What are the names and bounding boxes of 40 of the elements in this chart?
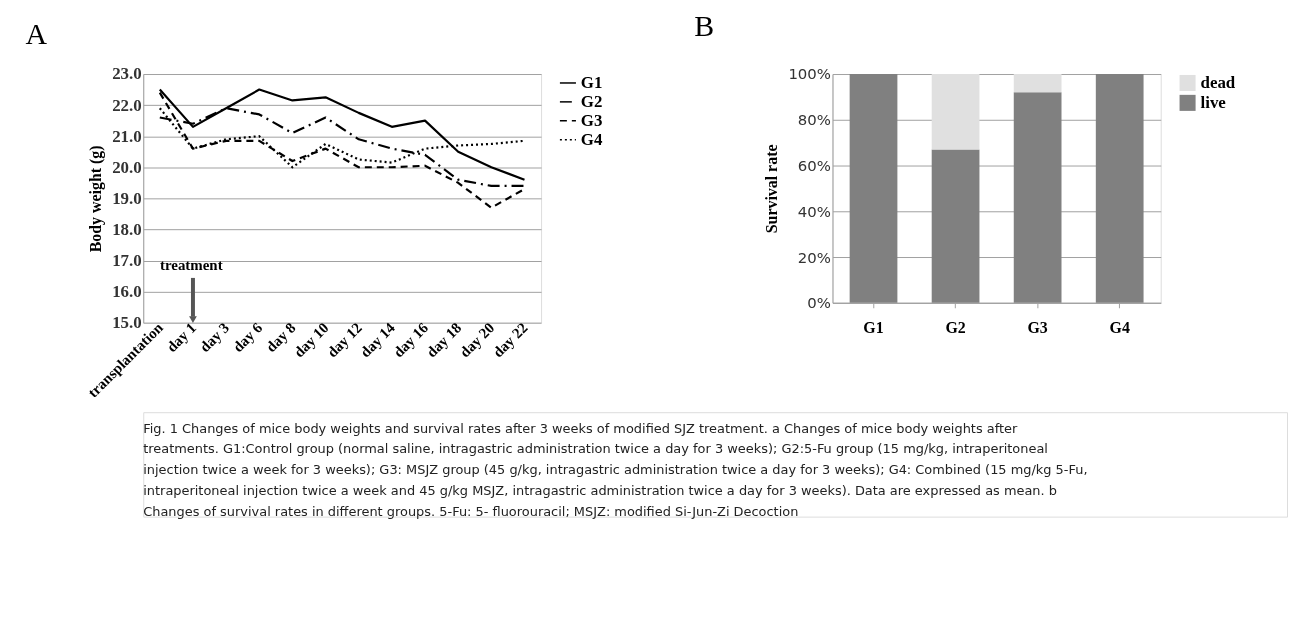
bar <box>1095 74 1144 303</box>
y-axis-title: Survival rate <box>763 144 781 234</box>
bar <box>931 149 980 303</box>
legend-label: live <box>1200 92 1227 112</box>
chart-title: A <box>25 17 48 51</box>
chart-title: B <box>694 9 715 43</box>
bar <box>849 74 898 303</box>
y-tick-label: 40% <box>797 202 831 221</box>
y-tick-label: 23.0 <box>112 64 142 84</box>
y-tick-label: 16.0 <box>112 282 142 302</box>
legend-label: G1 <box>580 72 603 92</box>
y-tick-label: 80% <box>797 111 831 130</box>
caption: Fig. 1 Changes of mice body weights and survival rates after 3 weeks of modified SJZ treatment. a Changes of mice body weights after <box>143 420 1019 436</box>
y-tick-label: 21.0 <box>112 126 142 146</box>
y-tick-label: 17.0 <box>112 250 142 270</box>
text: treatments. G1:Control group (normal saline, intragastric administration twice a day for 3 weeks); G2:5-Fu group (15 mg/kg, intraperitoneal <box>143 441 1048 457</box>
legend-label: dead <box>1200 72 1236 92</box>
annotation: treatment <box>159 256 223 273</box>
legend-label: G4 <box>580 129 603 149</box>
y-tick-label: 20% <box>797 248 831 267</box>
y-tick-label: 100% <box>788 65 831 84</box>
legend-label: G3 <box>580 110 603 130</box>
y-tick-label: 20.0 <box>112 157 142 177</box>
x-tick-label: G1 <box>863 319 884 337</box>
x-tick-label: G4 <box>1109 319 1130 337</box>
bar <box>931 74 980 150</box>
y-axis-title: Body weight (g) <box>87 145 106 253</box>
y-tick-label: 19.0 <box>112 188 142 208</box>
bar <box>1013 92 1062 303</box>
x-tick-label: G2 <box>945 319 966 337</box>
y-tick-label: 22.0 <box>112 95 142 115</box>
text: injection twice a week for 3 weeks); G3: MSJZ group (45 g/kg, intragastric administration twice a day for 3 weeks); G4: Combined (15 mg/kg 5-Fu, <box>143 462 1088 478</box>
y-tick-label: 0% <box>807 294 831 313</box>
legend-label: G2 <box>580 91 603 111</box>
y-tick-label: 60% <box>797 157 831 175</box>
x-tick-label: G3 <box>1027 319 1048 337</box>
y-tick-label: 18.0 <box>112 219 142 239</box>
bar <box>1013 74 1062 93</box>
text: intraperitoneal injection twice a week and 45 g/kg MSJZ, intragastric administration twice a day for 3 weeks). Data are expressed as mean. b <box>143 483 1057 499</box>
text: Changes of survival rates in different groups. 5-Fu: 5- fluorouracil; MSJZ: modified Si-Jun-Zi Decoction <box>143 504 799 520</box>
